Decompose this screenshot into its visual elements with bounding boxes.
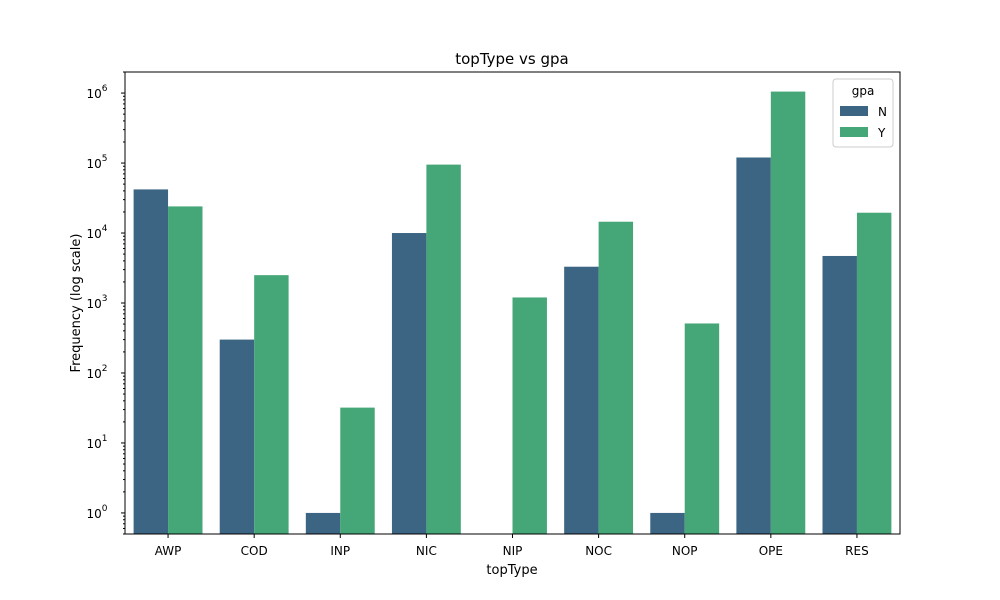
y-tick-label: 101 bbox=[86, 434, 107, 451]
y-axis-label: Frequency (log scale) bbox=[69, 234, 84, 373]
bar-n-awp bbox=[133, 189, 169, 534]
x-tick-label: NOP bbox=[672, 544, 698, 558]
legend-swatch-n bbox=[840, 106, 868, 116]
bar-y-awp bbox=[168, 206, 203, 535]
y-tick-label: 102 bbox=[86, 364, 107, 381]
bar-y-res bbox=[856, 212, 892, 534]
x-tick-label: INP bbox=[330, 544, 350, 558]
x-tick-label: AWP bbox=[155, 544, 182, 558]
legend-swatch-y bbox=[840, 127, 868, 137]
y-tick-label: 100 bbox=[86, 504, 107, 521]
bar-y-inp bbox=[340, 407, 375, 534]
legend-title: gpa bbox=[852, 84, 875, 98]
chart-title: topType vs gpa bbox=[455, 50, 569, 68]
bar-y-nop bbox=[684, 323, 720, 534]
bars-group bbox=[133, 91, 892, 535]
bar-n-res bbox=[822, 255, 857, 534]
x-tick-label: NOC bbox=[585, 544, 612, 558]
bar-n-ope bbox=[736, 157, 771, 534]
y-tick-label: 103 bbox=[86, 294, 107, 311]
bar-y-nic bbox=[426, 164, 461, 534]
y-tick-label: 105 bbox=[86, 154, 107, 171]
bar-n-nop bbox=[650, 512, 685, 534]
y-tick-label: 104 bbox=[86, 224, 107, 241]
bar-n-nic bbox=[391, 233, 427, 534]
bar-n-inp bbox=[305, 512, 341, 534]
legend-label-n: N bbox=[878, 105, 887, 119]
x-axis-label: topType bbox=[486, 563, 537, 578]
bar-y-nip bbox=[512, 297, 547, 534]
x-tick-label: COD bbox=[241, 544, 268, 558]
x-tick-label: OPE bbox=[759, 544, 783, 558]
y-tick-label: 106 bbox=[86, 84, 107, 101]
bar-n-cod bbox=[219, 339, 255, 534]
x-tick-label: NIP bbox=[503, 544, 523, 558]
bar-y-noc bbox=[598, 221, 634, 534]
y-ticks-group: 100 101 102 103 104 105 106 bbox=[86, 71, 125, 535]
bar-y-cod bbox=[254, 275, 289, 534]
x-tick-label: RES bbox=[845, 544, 869, 558]
legend: gpa N Y bbox=[832, 78, 894, 148]
bar-y-ope bbox=[770, 91, 806, 534]
x-ticks-group: AWP COD INP NIC NIP NOC NOP OPE RES bbox=[155, 534, 869, 558]
legend-label-y: Y bbox=[877, 126, 886, 140]
x-tick-label: NIC bbox=[416, 544, 437, 558]
bar-n-noc bbox=[564, 266, 599, 534]
plot-frame bbox=[124, 71, 901, 535]
